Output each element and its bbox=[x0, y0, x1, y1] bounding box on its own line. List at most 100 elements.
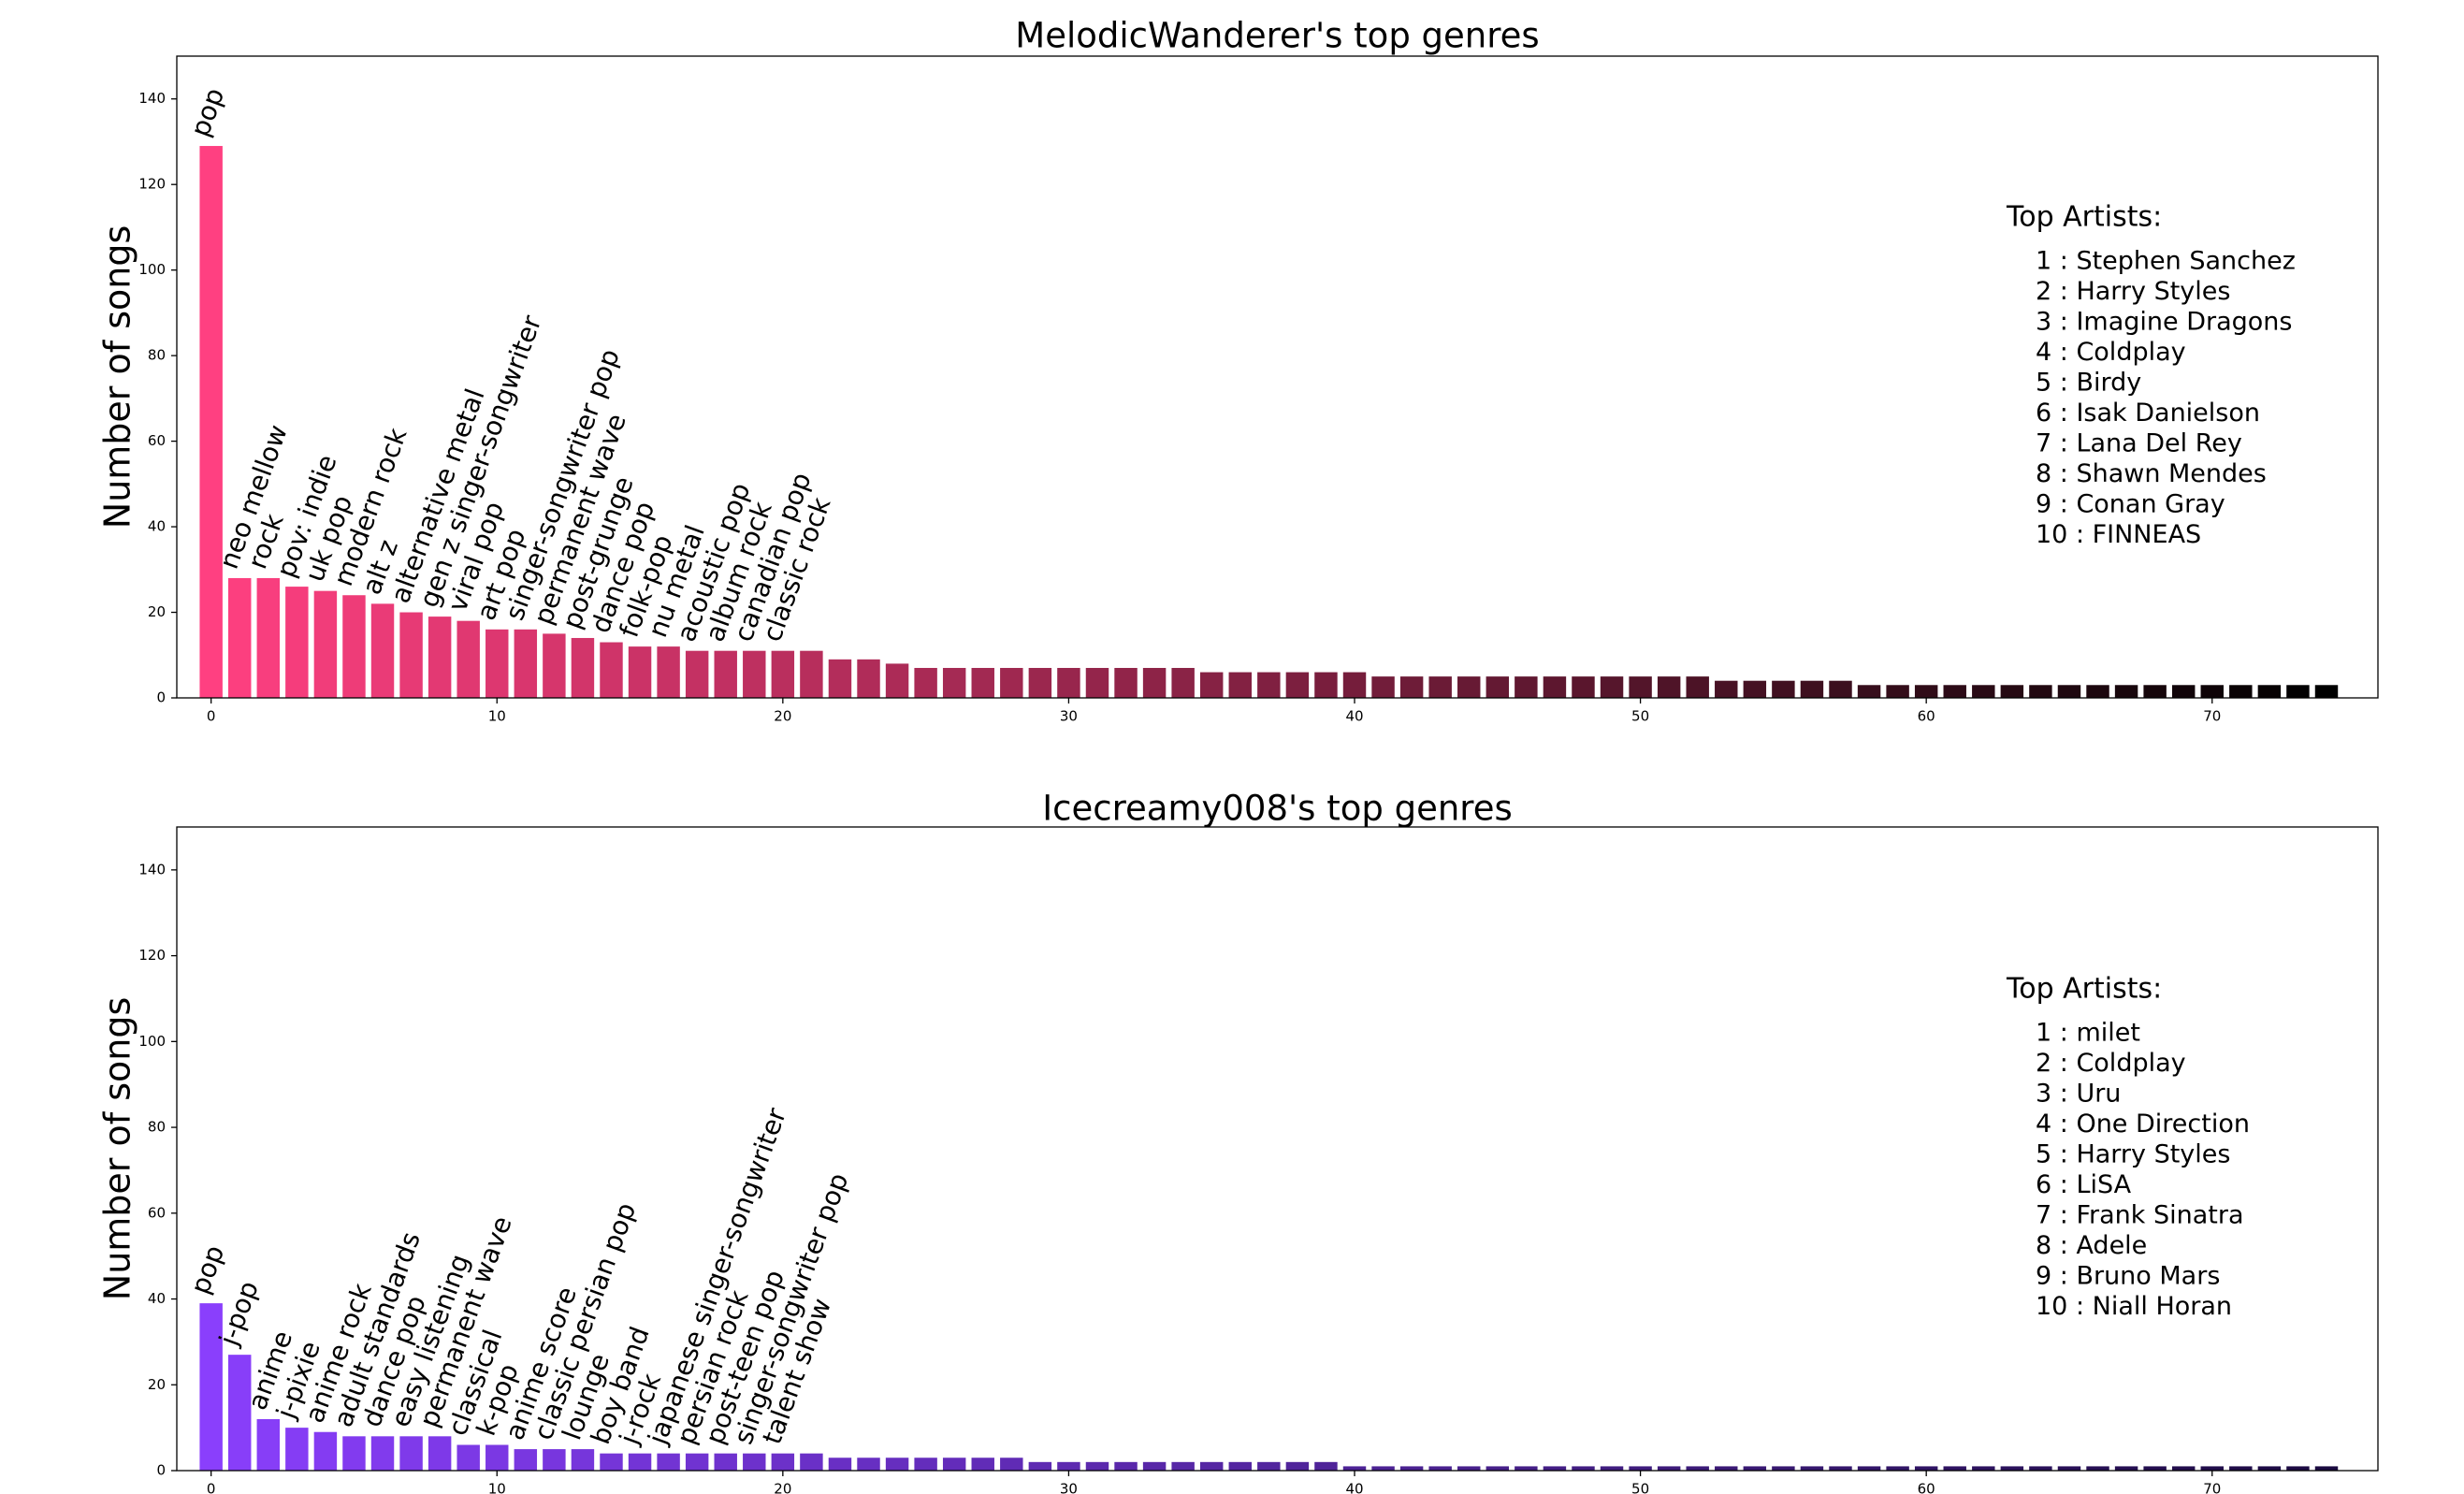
bar bbox=[543, 1449, 566, 1471]
top-artist: 9 : Bruno Mars bbox=[2036, 1262, 2220, 1291]
y-tick-label: 120 bbox=[138, 176, 166, 193]
bar bbox=[1800, 680, 1824, 698]
y-axis-label: Number of songs bbox=[97, 225, 138, 529]
bar bbox=[800, 1453, 823, 1471]
bar bbox=[1800, 1466, 1824, 1471]
bar bbox=[2143, 685, 2167, 698]
x-tick-label: 70 bbox=[2203, 708, 2221, 725]
bar bbox=[256, 577, 281, 698]
bar bbox=[1285, 1461, 1310, 1471]
bar bbox=[657, 1453, 680, 1471]
bar bbox=[486, 1444, 509, 1471]
bar bbox=[428, 1436, 452, 1471]
top-artist: 10 : FINNEAS bbox=[2036, 520, 2201, 549]
top-artist: 4 : Coldplay bbox=[2036, 338, 2186, 367]
bar bbox=[571, 1449, 595, 1471]
bar bbox=[1428, 676, 1452, 698]
bar bbox=[1943, 685, 1966, 698]
bar bbox=[1857, 1466, 1881, 1471]
bar bbox=[1886, 685, 1909, 698]
bar-label: pop bbox=[184, 84, 230, 141]
y-tick-label: 120 bbox=[138, 947, 166, 964]
y-tick-label: 40 bbox=[148, 518, 166, 535]
bar bbox=[399, 1436, 423, 1471]
bar bbox=[771, 1453, 795, 1471]
plot-frame bbox=[176, 826, 2379, 1472]
bar bbox=[256, 1418, 281, 1471]
x-tick-label: 30 bbox=[1060, 1481, 1078, 1494]
bar bbox=[714, 650, 737, 698]
chart-title: MelodicWanderer's top genres bbox=[1015, 16, 1539, 56]
bar bbox=[2171, 685, 2196, 698]
bar bbox=[1715, 1466, 1738, 1471]
subplot: MelodicWanderer's top genres Number of so… bbox=[97, 16, 2379, 725]
bar bbox=[857, 659, 880, 698]
bar bbox=[1228, 672, 1252, 698]
bar bbox=[1572, 676, 1595, 698]
bar bbox=[1399, 676, 1424, 698]
bar bbox=[1943, 1466, 1966, 1471]
bar bbox=[1114, 1461, 1138, 1471]
bar bbox=[914, 667, 937, 698]
top-artist: 7 : Lana Del Rey bbox=[2036, 429, 2242, 458]
bar bbox=[1629, 1466, 1652, 1471]
bar bbox=[1114, 667, 1138, 698]
bar bbox=[657, 646, 680, 698]
bar bbox=[313, 590, 338, 698]
bar bbox=[342, 1436, 366, 1471]
bar bbox=[228, 577, 252, 698]
bar bbox=[1743, 1466, 1767, 1471]
top-artist: 1 : milet bbox=[2036, 1019, 2140, 1048]
bar bbox=[2086, 1466, 2109, 1471]
bar bbox=[1428, 1466, 1452, 1471]
bar bbox=[1743, 680, 1767, 698]
bar bbox=[2314, 1466, 2339, 1471]
bar bbox=[2257, 1466, 2282, 1471]
bar bbox=[2286, 685, 2310, 698]
bar bbox=[486, 629, 509, 698]
x-tick-label: 10 bbox=[488, 708, 506, 725]
y-tick-label: 60 bbox=[148, 432, 166, 449]
bar bbox=[1314, 672, 1338, 698]
bar bbox=[457, 1444, 480, 1471]
bar bbox=[1914, 1466, 1938, 1471]
plot-frame bbox=[176, 55, 2379, 699]
bar bbox=[857, 1458, 880, 1471]
bar bbox=[1657, 676, 1681, 698]
x-tick-label: 20 bbox=[774, 1481, 791, 1494]
bar bbox=[1285, 672, 1310, 698]
bar bbox=[1000, 1458, 1023, 1471]
x-tick-label: 0 bbox=[207, 708, 216, 725]
bar bbox=[399, 612, 423, 698]
top-artist: 5 : Birdy bbox=[2036, 369, 2141, 398]
bar bbox=[1772, 680, 1795, 698]
top-artists-title: Top Artists: bbox=[2006, 201, 2162, 234]
top-artist: 3 : Uru bbox=[2036, 1080, 2121, 1109]
x-tick-label: 20 bbox=[774, 708, 791, 725]
y-tick-label: 20 bbox=[148, 603, 166, 620]
bar bbox=[1000, 667, 1023, 698]
bar bbox=[2286, 1466, 2310, 1471]
bar bbox=[885, 663, 909, 698]
bar bbox=[942, 667, 966, 698]
bar bbox=[828, 659, 852, 698]
bar-label: pop bbox=[184, 1241, 230, 1298]
bar bbox=[285, 587, 309, 698]
top-artist: 6 : Isak Danielson bbox=[2036, 399, 2260, 428]
bar bbox=[1028, 667, 1052, 698]
bar bbox=[771, 650, 795, 698]
bar bbox=[800, 650, 823, 698]
bar bbox=[342, 595, 366, 698]
bar bbox=[1199, 672, 1224, 698]
bar bbox=[313, 1431, 338, 1471]
y-tick-label: 140 bbox=[138, 861, 166, 878]
y-tick-label: 60 bbox=[148, 1204, 166, 1221]
bar bbox=[1257, 1461, 1281, 1471]
bar bbox=[971, 667, 994, 698]
bar bbox=[428, 616, 452, 698]
bar bbox=[1028, 1461, 1052, 1471]
bar bbox=[228, 1355, 252, 1471]
top-artist: 8 : Adele bbox=[2036, 1231, 2147, 1260]
bar bbox=[2114, 1466, 2138, 1471]
